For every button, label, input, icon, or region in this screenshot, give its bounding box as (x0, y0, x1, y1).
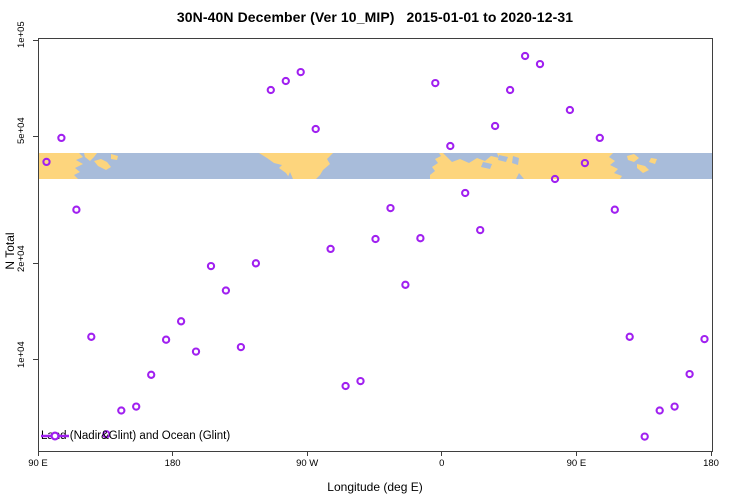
data-point (505, 85, 515, 95)
data-point (625, 332, 634, 341)
data-point (356, 376, 365, 386)
land-north-america (259, 153, 333, 179)
data-point (42, 157, 51, 167)
data-point (296, 67, 305, 77)
data-point (117, 406, 126, 415)
data-point (266, 85, 275, 95)
mediterranean-east (481, 162, 492, 169)
data-point (640, 432, 649, 441)
land-japan-wrap-3 (649, 158, 657, 164)
x-tick-label: 90 E (28, 458, 48, 469)
mediterranean-sea (443, 153, 499, 163)
data-point (580, 158, 590, 168)
data-point (610, 205, 619, 214)
land-japan (94, 159, 111, 170)
data-point (490, 121, 500, 131)
data-point (102, 430, 111, 439)
data-point (595, 133, 604, 143)
data-point (401, 280, 410, 289)
data-point (147, 370, 156, 379)
map-strip (39, 153, 712, 179)
x-tick-label: 90 W (296, 458, 319, 469)
data-point (236, 342, 246, 352)
land-masses (39, 153, 657, 179)
persian-gulf (516, 173, 524, 179)
data-point (700, 334, 709, 344)
data-point (87, 332, 96, 341)
data-point (132, 402, 141, 411)
data-point (655, 406, 664, 415)
data-point (446, 141, 455, 151)
x-tick-label: 0 (439, 458, 445, 469)
legend: Land (Nadir&Glint) and Ocean (Glint) (41, 430, 230, 442)
data-point (416, 234, 425, 243)
data-point (221, 286, 231, 295)
data-point (685, 369, 694, 379)
data-point (520, 51, 530, 61)
data-point (191, 347, 201, 356)
data-point (550, 174, 560, 184)
data-point (476, 225, 485, 235)
land-africa-eurasia (430, 153, 622, 179)
data-point (431, 78, 440, 88)
land-japan-wrap-2 (637, 164, 649, 173)
y-tick-label: 2e+04 (16, 244, 27, 272)
data-point (341, 381, 350, 391)
data-point (161, 335, 171, 344)
caspian-sea (512, 156, 519, 165)
x-tick-label: 180 (703, 458, 719, 469)
data-point (57, 133, 66, 143)
y-tick-label: 5e+04 (16, 117, 27, 145)
data-point (326, 244, 335, 254)
y-tick-label: 1e+05 (16, 21, 27, 49)
data-point (386, 203, 395, 213)
data-point (670, 402, 679, 411)
data-points-layer (42, 51, 709, 441)
data-point (371, 234, 380, 244)
land-japan-2 (111, 154, 118, 160)
data-point (251, 259, 261, 268)
data-point (206, 261, 216, 271)
x-axis-title: Longitude (deg E) (327, 480, 423, 494)
data-point (461, 188, 470, 198)
chart-title: 30N-40N December (Ver 10_MIP) 2015-01-01… (176, 9, 574, 25)
data-point (535, 59, 545, 69)
data-point (281, 76, 290, 86)
y-axis-title: N Total (3, 232, 17, 270)
y-tick-label: 1e+04 (16, 341, 27, 368)
land-japan-wrap (627, 154, 639, 162)
gulf-of-california (287, 172, 293, 179)
land-korea (84, 153, 97, 161)
x-tick-label: 90 E (566, 458, 587, 469)
data-point (311, 124, 320, 134)
land-east-asia (39, 153, 83, 179)
black-sea (498, 155, 508, 162)
data-point (176, 317, 186, 326)
x-tick-label: 180 (164, 458, 181, 469)
data-point (72, 205, 81, 214)
plot-area: Land (Nadir&Glint) and Ocean (Glint) (38, 38, 713, 452)
legend-marker-icon (41, 431, 69, 441)
data-point (565, 105, 575, 115)
